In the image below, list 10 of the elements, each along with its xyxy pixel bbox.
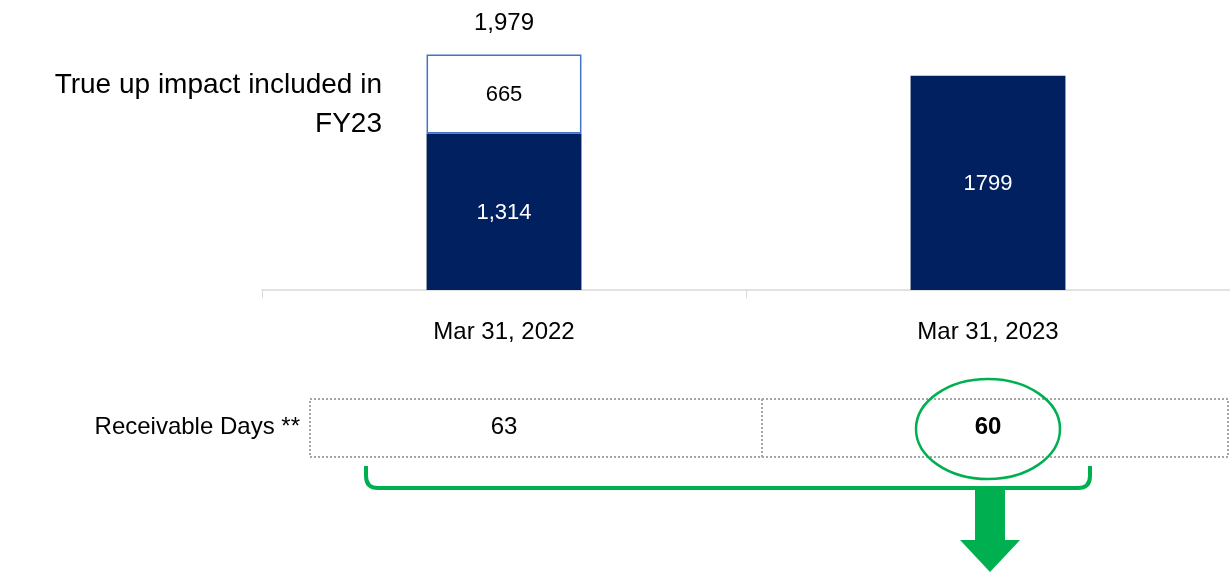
annotation: True up impact included in FY23	[53, 67, 382, 141]
x-tick-label: Mar 31, 2023	[917, 316, 1059, 344]
x-tick-label: Mar 31, 2022	[433, 316, 575, 344]
data-label: 665	[485, 81, 523, 107]
total-label: 1,979	[473, 8, 535, 37]
text: 60	[974, 412, 1002, 440]
data-label: 1,314	[476, 199, 532, 225]
text: 63	[490, 412, 518, 440]
text: Receivable Days **	[94, 412, 300, 440]
data-label: 1799	[963, 170, 1013, 196]
